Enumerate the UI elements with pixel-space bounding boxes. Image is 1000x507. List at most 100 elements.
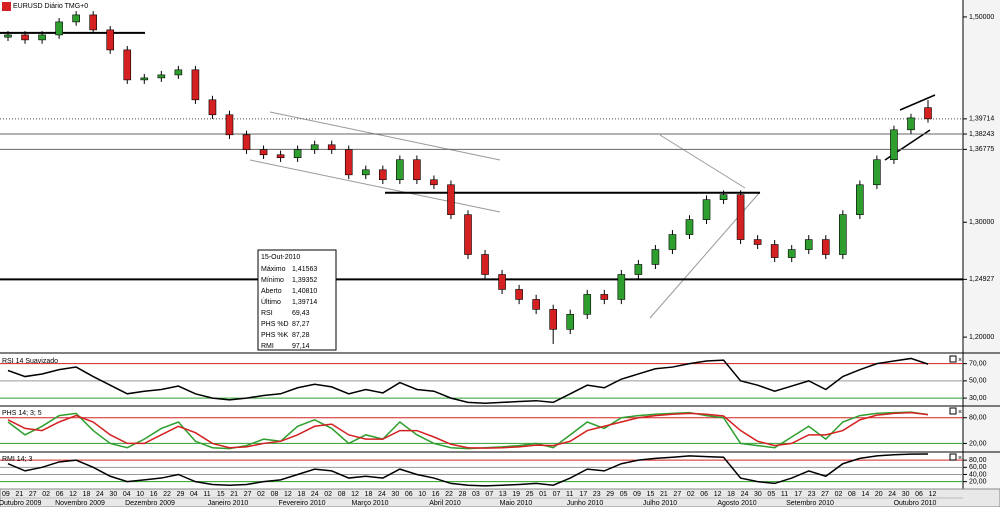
candle-body [617,274,626,300]
x-day-label: 27 [673,491,681,498]
panel-title: EURUSD Diário TMG+0 [13,3,88,10]
trend-line [269,111,501,161]
candle-body [498,274,506,290]
x-day-label: 20 [875,491,883,498]
symbol-icon [2,2,11,11]
x-month-label: Abril 2010 [429,500,461,507]
candle-body [344,149,353,176]
y-tick-label: 1,50000 [969,14,994,21]
x-day-label: 14 [861,491,869,498]
x-day-label: 11 [203,491,210,498]
x-day-label: 12 [351,491,359,498]
x-day-label: 12 [714,491,722,498]
candle-body [396,159,404,181]
x-day-label: 24 [96,491,104,498]
panel-close[interactable]: × [958,455,962,462]
candle-body [208,99,217,116]
info-label: Aberto [261,288,282,295]
x-month-label: Maio 2010 [500,500,533,507]
candle-body [447,184,455,215]
y-tick-label: 20,00 [969,440,987,447]
candle-body [21,34,29,41]
panel-title: RMI 14; 3 [2,456,32,463]
info-label: PHS %D [261,321,289,328]
y-tick-label: 1,24927 [969,276,994,283]
x-day-label: 18 [297,491,305,498]
x-day-label: 21 [230,491,238,498]
x-day-label: 22 [445,491,453,498]
info-value: 87,28 [292,332,310,339]
panel-close[interactable]: × [958,409,962,416]
x-day-label: 18 [83,491,91,498]
x-day-label: 24 [378,491,386,498]
x-day-label: 24 [888,491,896,498]
candle-body [532,299,540,310]
candle-body [890,129,898,161]
candle-body [327,144,336,151]
indicator-line [7,411,929,449]
x-month-label: Fevereiro 2010 [278,500,325,507]
x-day-label: 04 [190,491,198,498]
x-day-label: 06 [405,491,413,498]
x-day-label: 06 [56,491,64,498]
x-day-label: 15 [647,491,655,498]
x-day-label: 02 [687,491,695,498]
x-day-label: 11 [566,491,573,498]
x-day-label: 10 [418,491,426,498]
info-label: RMI [261,343,274,350]
panel-close[interactable]: × [958,357,962,364]
panel-title: RSI 14 Suavizado [2,358,58,365]
x-day-label: 17 [794,491,802,498]
x-day-label: 06 [700,491,708,498]
candle-body [481,254,489,275]
panel-button[interactable] [949,453,957,461]
x-day-label: 25 [526,491,534,498]
candle-body [634,264,643,275]
info-label: Último [261,297,281,306]
candle-body [549,309,557,330]
candle-body [856,184,864,215]
candle-body [804,239,813,250]
candle-body [293,149,302,159]
candle-body [600,294,609,300]
trend-line [659,134,746,189]
y-tick-label: 1,30000 [969,219,994,226]
candle-body [174,69,183,76]
x-day-label: 30 [391,491,399,498]
y-tick-label: 1,39714 [969,116,994,123]
candle-body [685,219,694,235]
price-axis-bg [963,0,1000,489]
x-day-label: 21 [660,491,668,498]
x-day-label: 02 [257,491,265,498]
candle-body [566,314,575,330]
candle-body [72,14,80,23]
indicator-line [7,357,929,405]
candle-body [651,249,660,265]
y-tick-label: 30,00 [969,395,987,402]
candle-body [583,294,592,315]
x-day-label: 22 [163,491,171,498]
x-month-label: Setembro 2010 [786,500,834,507]
x-day-label: 16 [432,491,440,498]
candle-body [55,21,63,36]
panel-button[interactable] [949,407,957,415]
candle-body [907,117,915,131]
y-tick-label: 1,38243 [969,131,994,138]
info-value: 87,27 [292,321,310,328]
candle-body [430,179,438,186]
panel-button[interactable] [949,355,957,363]
info-value: 1,40810 [292,288,317,295]
candle-body [379,169,387,181]
candle-body [106,29,115,51]
x-day-label: 15 [217,491,225,498]
x-day-label: 18 [727,491,735,498]
candle-body [310,144,319,151]
candle-body [668,234,677,250]
candle-body [4,34,12,38]
info-label: RSI [261,310,273,317]
candle-body [770,244,779,258]
x-day-label: 23 [808,491,816,498]
candle-body [140,77,149,81]
